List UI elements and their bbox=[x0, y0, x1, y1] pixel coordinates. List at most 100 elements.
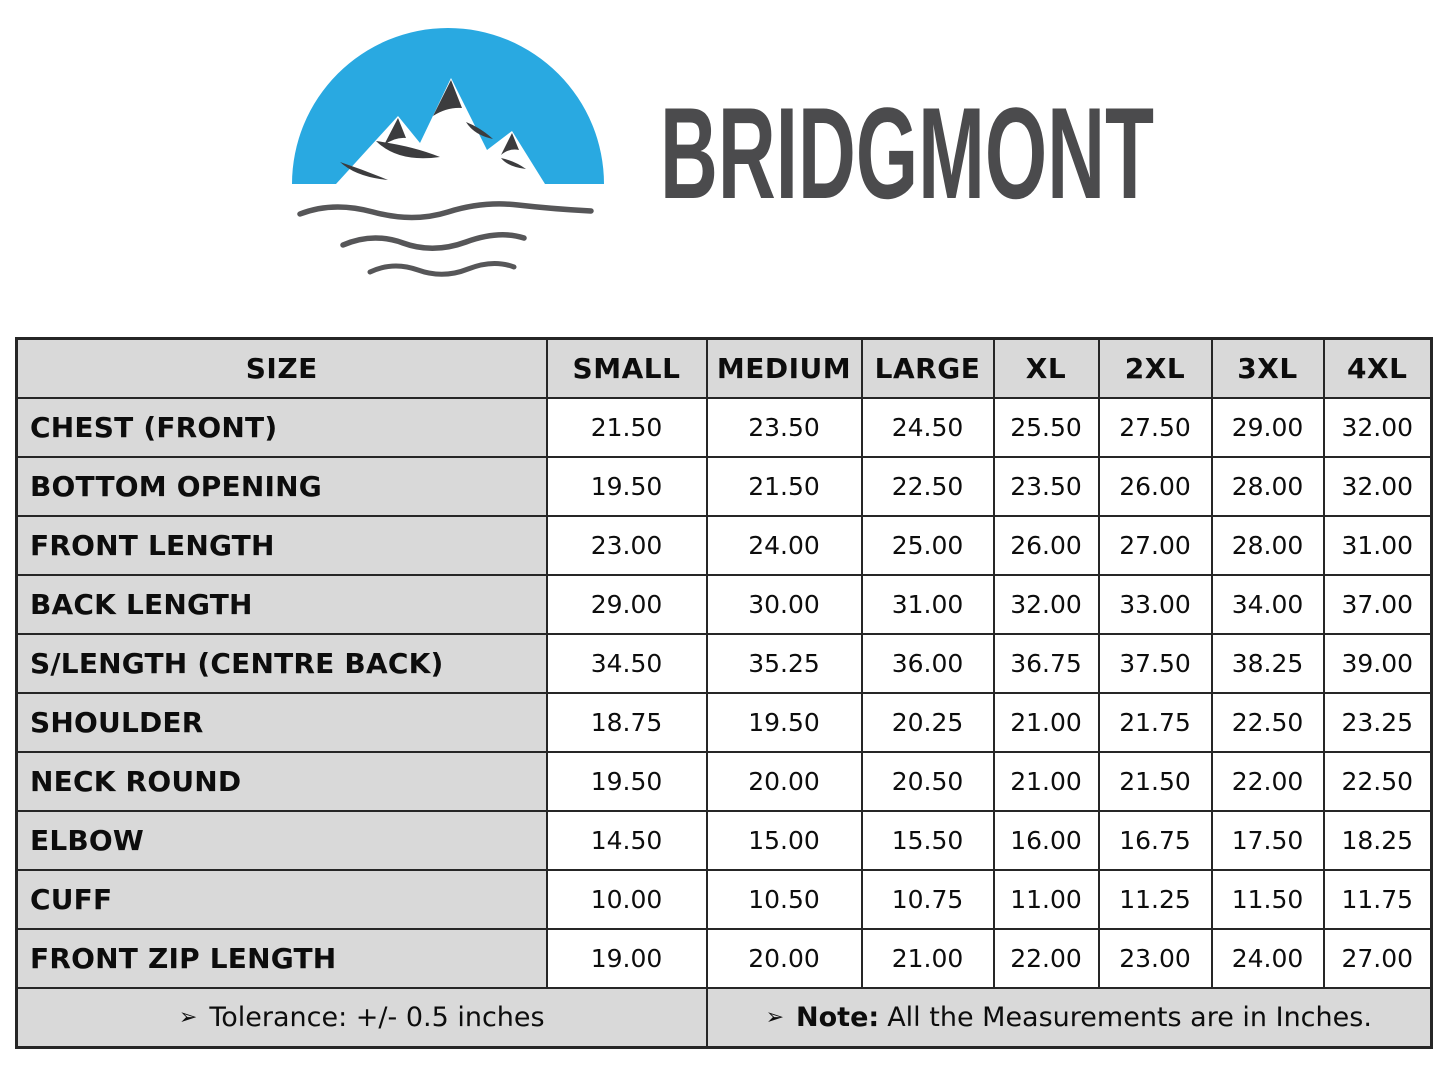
measurement-value: 27.00 bbox=[1097, 515, 1213, 576]
measurement-value: 17.50 bbox=[1210, 810, 1325, 871]
table-row: SHOULDER 18.75 19.50 20.25 21.00 21.75 22.50 23… bbox=[15, 692, 1433, 753]
table-row: S/LENGTH (CENTRE BACK) 34.50 35.25 36.00 36.… bbox=[15, 633, 1433, 694]
measurement-value: 20.25 bbox=[860, 692, 995, 753]
measurement-value: 18.75 bbox=[545, 692, 708, 753]
measurement-value: 23.50 bbox=[705, 397, 863, 458]
measurement-label: BACK LENGTH bbox=[15, 574, 548, 635]
measurement-value: 10.00 bbox=[545, 869, 708, 930]
table-row: FRONT LENGTH 23.00 24.00 25.00 26.00 27.00 28.… bbox=[15, 515, 1433, 576]
measurement-value: 37.50 bbox=[1097, 633, 1213, 694]
measurement-value: 23.00 bbox=[545, 515, 708, 576]
measurement-value: 20.50 bbox=[860, 751, 995, 812]
measurement-value: 25.50 bbox=[992, 397, 1100, 458]
measurement-value: 15.50 bbox=[860, 810, 995, 871]
arrow-bullet-icon: ➢ bbox=[765, 1005, 785, 1030]
measurement-value: 11.75 bbox=[1322, 869, 1433, 930]
measurement-value: 24.50 bbox=[860, 397, 995, 458]
brand-name-text: BRIDGMONT bbox=[660, 92, 1154, 226]
measurement-label: CHEST (FRONT) bbox=[15, 397, 548, 458]
measurement-value: 21.50 bbox=[1097, 751, 1213, 812]
measurement-value: 32.00 bbox=[1322, 456, 1433, 517]
measurement-value: 21.75 bbox=[1097, 692, 1213, 753]
measurement-value: 27.00 bbox=[1322, 928, 1433, 989]
measurement-value: 33.00 bbox=[1097, 574, 1213, 635]
measurement-value: 24.00 bbox=[705, 515, 863, 576]
measurement-label: FRONT ZIP LENGTH bbox=[15, 928, 548, 989]
measurement-value: 22.00 bbox=[992, 928, 1100, 989]
measurement-value: 11.50 bbox=[1210, 869, 1325, 930]
measurement-value: 23.50 bbox=[992, 456, 1100, 517]
measurement-value: 39.00 bbox=[1322, 633, 1433, 694]
note-text: All the Measurements are in Inches. bbox=[887, 1002, 1372, 1033]
measurement-value: 28.00 bbox=[1210, 515, 1325, 576]
measurement-value: 21.00 bbox=[992, 751, 1100, 812]
measurement-label: ELBOW bbox=[15, 810, 548, 871]
measurement-value: 34.00 bbox=[1210, 574, 1325, 635]
measurement-value: 24.00 bbox=[1210, 928, 1325, 989]
measurement-label: CUFF bbox=[15, 869, 548, 930]
measurement-value: 36.75 bbox=[992, 633, 1100, 694]
measurement-label: S/LENGTH (CENTRE BACK) bbox=[15, 633, 548, 694]
brand-header: BRIDGMONT bbox=[0, 24, 1445, 296]
measurement-value: 23.25 bbox=[1322, 692, 1433, 753]
measurement-value: 21.50 bbox=[705, 456, 863, 517]
measurement-value: 14.50 bbox=[545, 810, 708, 871]
measurement-value: 35.25 bbox=[705, 633, 863, 694]
measurement-value: 11.25 bbox=[1097, 869, 1213, 930]
measurement-value: 21.00 bbox=[992, 692, 1100, 753]
size-chart-head-row: SIZE SMALL MEDIUM LARGE XL 2XL 3XL 4XL bbox=[15, 337, 1433, 399]
measurement-value: 19.00 bbox=[545, 928, 708, 989]
column-header: XL bbox=[992, 337, 1100, 399]
measurement-value: 19.50 bbox=[705, 692, 863, 753]
measurement-value: 21.00 bbox=[860, 928, 995, 989]
measurement-value: 29.00 bbox=[545, 574, 708, 635]
measurement-value: 22.50 bbox=[1322, 751, 1433, 812]
measurement-label: NECK ROUND bbox=[15, 751, 548, 812]
column-header: SMALL bbox=[545, 337, 708, 399]
measurement-value: 28.00 bbox=[1210, 456, 1325, 517]
note-cell: ➢ Note: All the Measurements are in Inches… bbox=[705, 987, 1433, 1049]
column-header: 4XL bbox=[1322, 337, 1433, 399]
measurement-value: 25.00 bbox=[860, 515, 995, 576]
table-row: FRONT ZIP LENGTH 19.00 20.00 21.00 22.00 23.0… bbox=[15, 928, 1433, 989]
measurement-label: SHOULDER bbox=[15, 692, 548, 753]
column-header-size: SIZE bbox=[15, 337, 548, 399]
measurement-value: 29.00 bbox=[1210, 397, 1325, 458]
tolerance-cell: ➢ Tolerance: +/- 0.5 inches bbox=[15, 987, 708, 1049]
measurement-value: 30.00 bbox=[705, 574, 863, 635]
measurement-value: 23.00 bbox=[1097, 928, 1213, 989]
size-chart-table: SIZE SMALL MEDIUM LARGE XL 2XL 3XL 4XL CHEST (F… bbox=[15, 337, 1433, 1049]
brand-wordmark: BRIDGMONT bbox=[660, 92, 1154, 226]
arrow-bullet-icon: ➢ bbox=[178, 1005, 198, 1030]
measurement-value: 20.00 bbox=[705, 928, 863, 989]
measurement-value: 10.50 bbox=[705, 869, 863, 930]
size-chart-body: CHEST (FRONT) 21.50 23.50 24.50 25.50 27.50 29… bbox=[15, 397, 1433, 989]
measurement-value: 31.00 bbox=[860, 574, 995, 635]
measurement-value: 22.50 bbox=[1210, 692, 1325, 753]
note-label: Note: bbox=[796, 1002, 880, 1033]
column-header: LARGE bbox=[860, 337, 995, 399]
table-row: CUFF 10.00 10.50 10.75 11.00 11.25 11.50 11.75 bbox=[15, 869, 1433, 930]
measurement-value: 18.25 bbox=[1322, 810, 1433, 871]
table-row: NECK ROUND 19.50 20.00 20.50 21.00 21.50 22.00… bbox=[15, 751, 1433, 812]
measurement-value: 26.00 bbox=[1097, 456, 1213, 517]
measurement-value: 11.00 bbox=[992, 869, 1100, 930]
mountain-waves-logo-icon bbox=[291, 28, 604, 277]
table-row: ELBOW 14.50 15.00 15.50 16.00 16.75 17.50 18.25 bbox=[15, 810, 1433, 871]
measurement-value: 38.25 bbox=[1210, 633, 1325, 694]
measurement-value: 32.00 bbox=[992, 574, 1100, 635]
column-header: 2XL bbox=[1097, 337, 1213, 399]
measurement-value: 22.00 bbox=[1210, 751, 1325, 812]
measurement-value: 37.00 bbox=[1322, 574, 1433, 635]
column-header: 3XL bbox=[1210, 337, 1325, 399]
measurement-value: 32.00 bbox=[1322, 397, 1433, 458]
measurement-value: 26.00 bbox=[992, 515, 1100, 576]
measurement-value: 10.75 bbox=[860, 869, 995, 930]
measurement-value: 36.00 bbox=[860, 633, 995, 694]
measurement-value: 22.50 bbox=[860, 456, 995, 517]
table-row: BOTTOM OPENING 19.50 21.50 22.50 23.50 26.00 2… bbox=[15, 456, 1433, 517]
measurement-label: FRONT LENGTH bbox=[15, 515, 548, 576]
table-row: CHEST (FRONT) 21.50 23.50 24.50 25.50 27.50 29… bbox=[15, 397, 1433, 458]
measurement-value: 19.50 bbox=[545, 751, 708, 812]
